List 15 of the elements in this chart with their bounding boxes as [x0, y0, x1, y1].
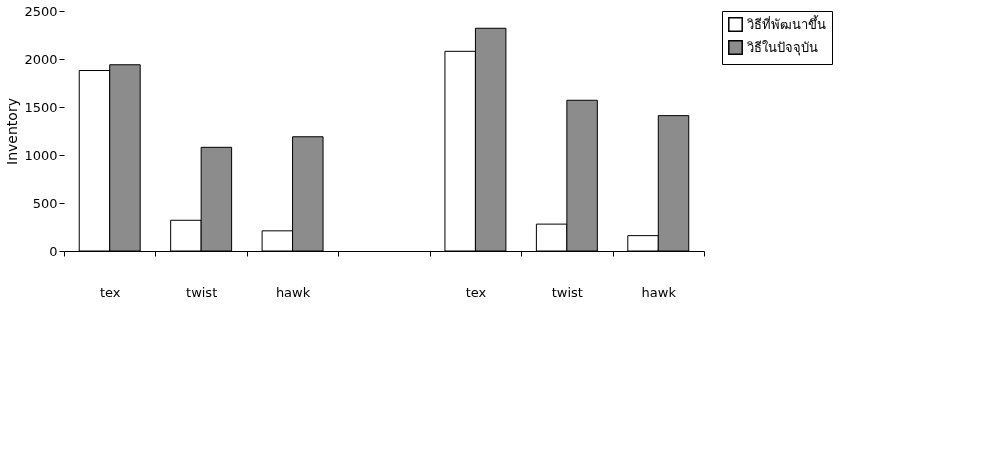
x-tick-label: tex	[465, 284, 487, 300]
y-tick-label: 2500	[24, 3, 58, 19]
legend-label: วิธีที่พัฒนาขึ้น	[746, 14, 826, 32]
x-tick-label: hawk	[641, 284, 677, 300]
y-tick-label: 2000	[24, 51, 58, 67]
y-tick-label: 1500	[24, 99, 58, 115]
x-tick-label: twist	[186, 284, 218, 300]
y-tick-label: 1000	[24, 147, 58, 163]
y-axis-title: Inventory	[4, 98, 21, 165]
x-tick-label: tex	[99, 284, 121, 300]
x-tick-label: twist	[551, 284, 583, 300]
y-tick-label: 0	[49, 243, 58, 259]
y-tick-label: 500	[32, 195, 58, 211]
legend-label: วิธีในปัจจุบัน	[746, 39, 818, 56]
x-tick-label: hawk	[275, 284, 311, 300]
